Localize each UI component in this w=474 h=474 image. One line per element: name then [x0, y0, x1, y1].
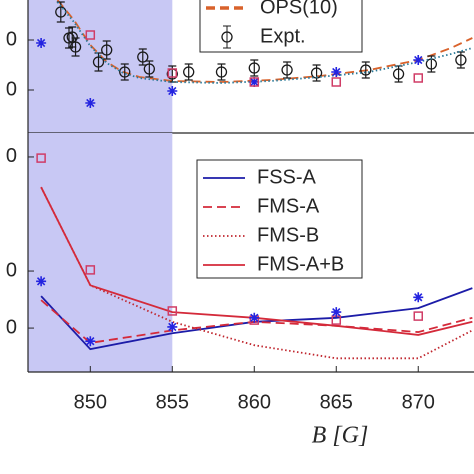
- legend-label: FMS-A+B: [257, 253, 344, 275]
- plot-area: [36, 0, 473, 108]
- y-tick-label: 0: [6, 145, 17, 167]
- series-line: [56, 0, 473, 83]
- marker-square: [167, 306, 178, 316]
- marker-circle: [143, 63, 155, 75]
- error-bar: [64, 27, 73, 49]
- marker-square: [331, 77, 342, 87]
- legend-label: FSS-A: [257, 166, 317, 188]
- marker-circle: [101, 44, 113, 56]
- marker-square: [85, 265, 96, 275]
- y-tick-label: 0: [6, 28, 17, 50]
- marker-circle: [137, 51, 149, 63]
- marker-circle: [215, 66, 228, 78]
- y-tick-label: 0: [6, 259, 17, 281]
- marker-circle: [66, 31, 78, 43]
- x-tick-label: 870: [402, 391, 435, 413]
- marker-star: [85, 98, 96, 108]
- marker-circle: [92, 56, 105, 68]
- marker-circle: [248, 62, 260, 74]
- marker-square: [413, 311, 423, 321]
- legend-label: Expt.: [260, 25, 306, 47]
- marker-circle: [69, 41, 82, 53]
- x-axis-label: B [G]: [312, 423, 369, 449]
- marker-star: [36, 276, 47, 287]
- marker-star: [413, 55, 424, 65]
- error-bar: [71, 37, 80, 57]
- marker-square: [36, 153, 46, 163]
- marker-square: [249, 77, 260, 87]
- marker-circle: [455, 54, 467, 66]
- marker-square: [85, 30, 96, 40]
- legend-label: FMS-B: [257, 224, 319, 246]
- marker-circle: [119, 66, 131, 78]
- plot-area: [36, 153, 473, 360]
- x-tick-label: 860: [238, 391, 271, 413]
- marker-circle: [392, 68, 405, 80]
- marker-star: [249, 77, 260, 87]
- series-line: [40, 186, 473, 360]
- marker-circle: [281, 64, 293, 76]
- x-tick-label: 855: [156, 391, 189, 413]
- marker-circle: [360, 64, 372, 76]
- y-tick-label: 0: [6, 316, 17, 338]
- legend-box: [196, 159, 363, 279]
- marker-square: [167, 68, 178, 78]
- x-tick-label: 850: [74, 391, 107, 413]
- marker-star: [331, 67, 342, 77]
- marker-star: [167, 321, 178, 332]
- x-tick-label: 865: [320, 391, 353, 413]
- error-bar: [102, 40, 111, 60]
- marker-star: [413, 292, 424, 303]
- marker-circle: [183, 66, 195, 78]
- y-tick-label: 0: [6, 78, 17, 100]
- error-bar: [94, 52, 103, 72]
- shaded-region: [28, 133, 173, 372]
- marker-star: [36, 38, 47, 48]
- marker-star: [331, 307, 342, 318]
- legend-label: OPS(10): [260, 0, 338, 18]
- series-line: [56, 1, 473, 84]
- marker-star: [167, 86, 178, 96]
- marker-square: [413, 73, 423, 83]
- legend-error-bar: [223, 25, 231, 49]
- marker-star: [249, 312, 260, 323]
- legend-label: FMS-A: [257, 195, 320, 217]
- marker-star: [85, 336, 96, 347]
